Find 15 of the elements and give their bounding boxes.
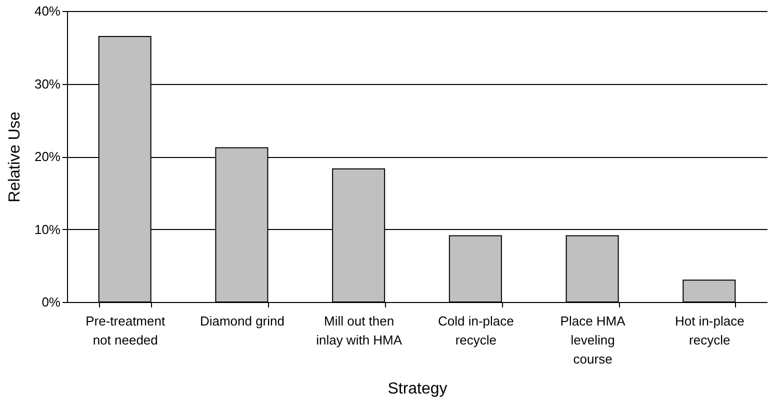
x-tick-label: Place HMA leveling course [560,314,626,366]
x-tick-label: Cold in-place recycle [438,314,514,348]
x-tick-label: Pre-treatment not needed [86,314,166,348]
y-tick-label: 20% [34,149,61,164]
x-tick-label: Mill out then inlay with HMA [316,314,402,348]
y-tick-label: 10% [34,222,61,237]
bar [566,235,619,302]
y-tick-label: 40% [34,4,61,18]
y-tick-label: 30% [34,76,61,92]
x-tick-label: Diamond grind [200,314,284,328]
y-axis-title: Relative Use [6,112,24,202]
x-tick-label: Hot in-place recycle [674,314,744,348]
x-axis-title: Strategy [388,380,448,398]
bar [448,235,502,302]
y-tick-label: 0% [42,294,61,310]
